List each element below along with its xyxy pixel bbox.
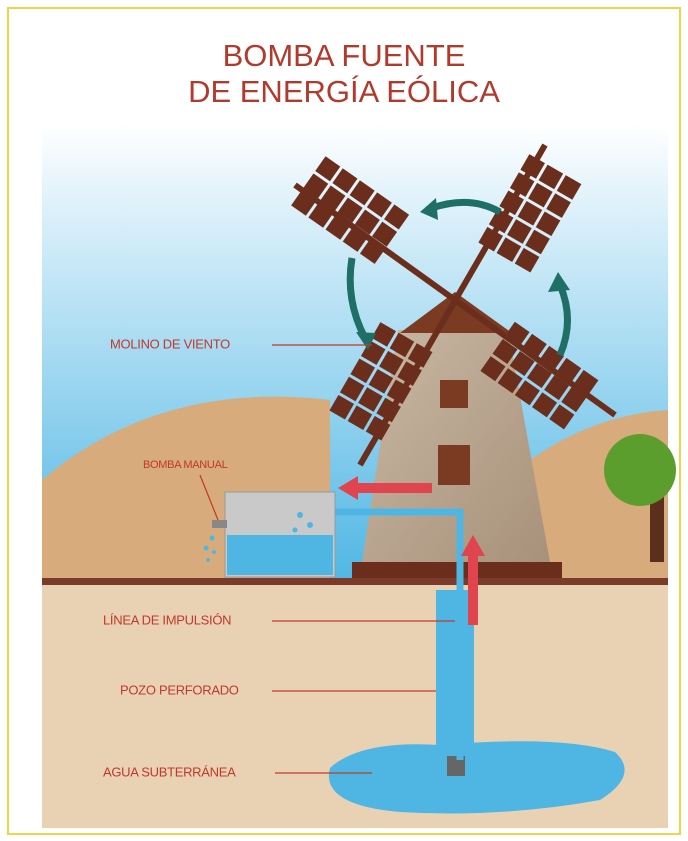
title-line: DE ENERGÍA EÓLICA — [188, 74, 500, 109]
tree-trunk — [650, 490, 664, 562]
leader-line — [199, 474, 219, 521]
window — [440, 380, 468, 408]
label: BOMBA MANUAL — [143, 459, 228, 471]
flow-arrow — [338, 476, 432, 500]
pipe — [330, 508, 464, 760]
groundwater — [328, 741, 625, 814]
pump-head — [447, 756, 465, 776]
frame — [7, 7, 681, 835]
label: POZO PERFORADO — [120, 682, 239, 697]
well — [436, 590, 474, 765]
window — [438, 445, 470, 485]
tank-water — [227, 535, 333, 575]
label: MOLINO DE VIENTO — [110, 336, 230, 351]
arrowheads — [356, 198, 570, 350]
flow-arrow — [461, 535, 485, 625]
blades — [289, 143, 617, 467]
rotation-arrows — [346, 198, 571, 357]
title-line: BOMBA FUENTE — [223, 38, 466, 73]
label: AGUA SUBTERRÁNEA — [103, 764, 236, 779]
spout — [212, 520, 227, 528]
drops — [203, 512, 313, 562]
ground-line — [42, 578, 668, 585]
tree-crown — [604, 434, 676, 506]
label: LÍNEA DE IMPULSIÓN — [103, 612, 231, 627]
